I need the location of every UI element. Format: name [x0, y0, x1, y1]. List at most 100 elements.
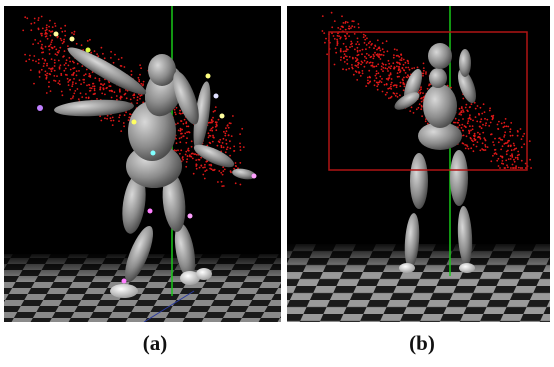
cloud-point	[492, 114, 495, 117]
cloud-point	[481, 112, 484, 115]
cloud-point	[422, 74, 424, 77]
cloud-point	[342, 22, 345, 24]
cloud-point	[185, 165, 188, 168]
cloud-point	[511, 153, 513, 156]
cloud-point	[177, 122, 179, 125]
cloud-point	[348, 27, 351, 30]
cloud-point	[204, 170, 207, 173]
cloud-point	[364, 55, 366, 58]
cloud-point	[385, 78, 388, 80]
cloud-point	[342, 50, 345, 53]
cloud-point	[517, 150, 520, 153]
cloud-point	[478, 113, 480, 116]
cloud-point	[106, 86, 108, 89]
cloud-point	[488, 125, 491, 127]
cloud-point	[389, 96, 392, 99]
cloud-point	[241, 127, 244, 130]
cloud-point	[501, 160, 504, 162]
cloud-point	[225, 139, 228, 141]
cloud-point	[38, 76, 41, 78]
cloud-point	[54, 25, 57, 27]
cloud-point	[403, 76, 405, 79]
cloud-point	[464, 106, 467, 109]
cloud-point	[506, 164, 508, 167]
cloud-point	[486, 146, 489, 149]
cloud-point	[400, 59, 403, 61]
cloud-point	[123, 66, 126, 68]
cloud-point	[222, 166, 225, 169]
cloud-point	[374, 44, 376, 47]
cloud-point	[351, 67, 354, 70]
cloud-point	[355, 65, 358, 67]
cloud-point	[355, 60, 357, 63]
cloud-point	[367, 82, 369, 84]
cloud-point	[356, 41, 359, 43]
cloud-point	[51, 47, 54, 50]
cloud-point	[38, 70, 41, 73]
cloud-point	[396, 92, 398, 95]
cloud-point	[336, 38, 338, 41]
cloud-point	[229, 147, 232, 150]
cloud-point	[514, 148, 516, 150]
cloud-point	[388, 77, 391, 79]
cloud-point	[493, 152, 496, 155]
cloud-point	[211, 121, 213, 124]
cloud-point	[325, 37, 327, 40]
cloud-point	[110, 89, 113, 92]
cloud-point	[374, 51, 376, 54]
cloud-point	[344, 20, 347, 23]
cloud-point	[468, 132, 471, 135]
cloud-point	[373, 55, 375, 58]
cloud-point	[118, 116, 121, 119]
cloud-point	[93, 50, 96, 52]
cloud-point	[378, 53, 381, 56]
cloud-point	[357, 66, 360, 69]
cloud-point	[109, 85, 112, 88]
cloud-point	[185, 125, 188, 128]
cloud-point	[187, 125, 190, 128]
cloud-point	[195, 167, 198, 170]
cloud-point	[381, 42, 384, 44]
cloud-point	[510, 167, 512, 169]
cloud-point	[518, 153, 520, 156]
cloud-point	[211, 140, 214, 143]
cloud-point	[230, 135, 233, 138]
cloud-point	[354, 57, 357, 59]
cloud-point	[458, 119, 460, 122]
cloud-point	[330, 11, 333, 14]
cloud-point	[137, 76, 140, 79]
cloud-point	[119, 96, 122, 99]
cloud-point	[420, 86, 422, 89]
cloud-point	[120, 96, 123, 98]
cloud-point	[418, 103, 421, 106]
cloud-point	[210, 164, 213, 167]
cloud-point	[479, 125, 481, 128]
cloud-point	[67, 45, 69, 47]
cloud-point	[343, 61, 346, 63]
cloud-point	[506, 166, 509, 169]
cloud-point	[344, 35, 347, 38]
cloud-point	[180, 120, 183, 122]
cloud-point	[404, 61, 407, 64]
cloud-point	[490, 133, 493, 136]
cloud-point	[530, 167, 532, 169]
cloud-point	[40, 15, 43, 18]
cloud-point	[242, 146, 245, 149]
cloud-point	[493, 144, 495, 146]
cloud-point	[92, 85, 94, 88]
cloud-point	[57, 82, 60, 84]
cloud-point	[100, 46, 103, 49]
cloud-point	[130, 70, 133, 72]
cloud-point	[517, 130, 519, 133]
cloud-point	[422, 96, 425, 99]
cloud-point	[472, 150, 475, 153]
cloud-point	[110, 50, 112, 53]
cloud-point	[511, 134, 514, 137]
cloud-point	[210, 168, 213, 171]
cloud-point	[482, 131, 485, 134]
cloud-point	[367, 42, 370, 45]
cloud-point	[142, 101, 145, 104]
cloud-point	[117, 58, 120, 61]
cloud-point	[104, 117, 106, 120]
cloud-point	[37, 19, 40, 21]
